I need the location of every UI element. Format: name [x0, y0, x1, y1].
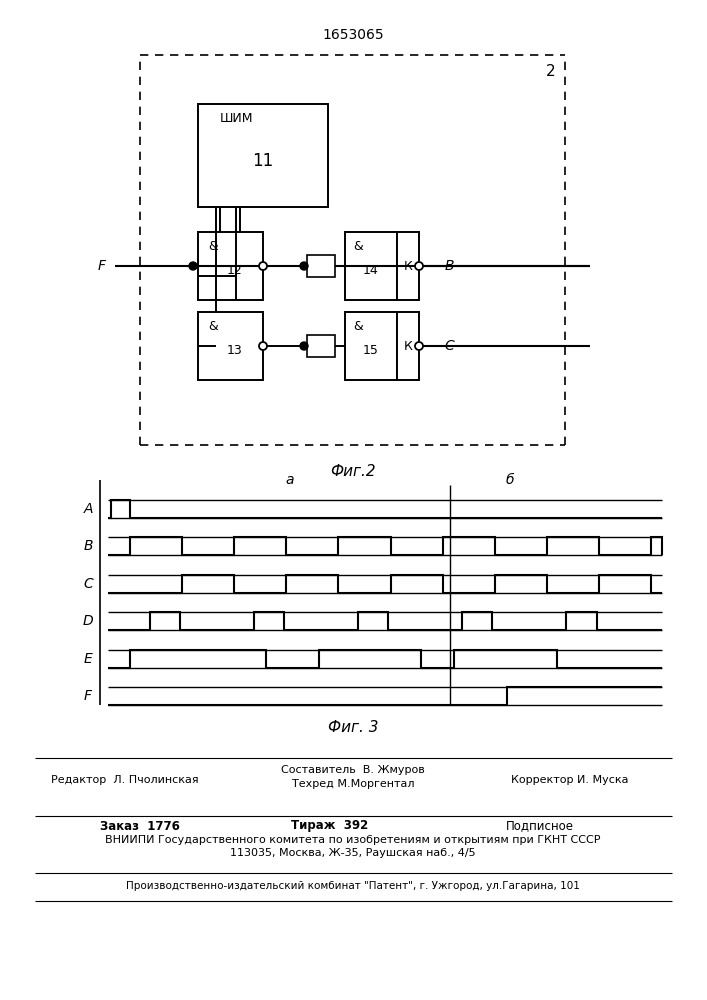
Circle shape	[259, 342, 267, 350]
Text: 113035, Москва, Ж-35, Раушская наб., 4/5: 113035, Москва, Ж-35, Раушская наб., 4/5	[230, 848, 476, 858]
Text: а: а	[286, 473, 294, 487]
Bar	[345, 312, 397, 380]
Circle shape	[189, 262, 197, 270]
Text: Тираж  392: Тираж 392	[291, 820, 368, 832]
Bar	[397, 312, 419, 380]
Text: Производственно-издательский комбинат "Патент", г. Ужгород, ул.Гагарина, 101: Производственно-издательский комбинат "П…	[126, 881, 580, 891]
Text: Техред М.Моргентал: Техред М.Моргентал	[292, 779, 414, 789]
Text: Редактор  Л. Пчолинская: Редактор Л. Пчолинская	[51, 775, 199, 785]
Text: F: F	[84, 689, 92, 703]
Text: &: &	[353, 320, 363, 332]
Text: 15: 15	[363, 344, 379, 358]
Text: E: E	[83, 652, 93, 666]
Text: В: В	[444, 259, 454, 273]
Text: C: C	[83, 577, 93, 591]
Text: &: &	[208, 239, 218, 252]
Text: 1653065: 1653065	[322, 28, 384, 42]
Bar	[307, 255, 335, 277]
Circle shape	[259, 262, 267, 270]
Circle shape	[300, 262, 308, 270]
Text: 12: 12	[227, 264, 243, 277]
Text: &: &	[208, 320, 218, 332]
Text: &: &	[353, 239, 363, 252]
Text: Корректор И. Муска: Корректор И. Муска	[511, 775, 629, 785]
Circle shape	[415, 342, 423, 350]
Bar	[307, 335, 335, 357]
Text: К: К	[404, 340, 412, 353]
Text: С: С	[444, 339, 454, 353]
Text: Фиг.2: Фиг.2	[330, 464, 376, 480]
Text: A: A	[83, 502, 93, 516]
Bar	[397, 232, 419, 300]
Text: б: б	[506, 473, 514, 487]
Text: 11: 11	[252, 152, 274, 170]
Bar	[198, 104, 328, 207]
Circle shape	[300, 342, 308, 350]
Bar	[198, 312, 263, 380]
Text: 14: 14	[363, 264, 379, 277]
Text: 13: 13	[227, 344, 243, 358]
Circle shape	[415, 262, 423, 270]
Bar	[345, 232, 397, 300]
Text: ШИМ: ШИМ	[220, 111, 254, 124]
Text: ВНИИПИ Государственного комитета по изобретениям и открытиям при ГКНТ СССР: ВНИИПИ Государственного комитета по изоб…	[105, 835, 601, 845]
Text: Заказ  1776: Заказ 1776	[100, 820, 180, 832]
Text: 2: 2	[547, 64, 556, 79]
Text: F: F	[98, 259, 106, 273]
Text: D: D	[83, 614, 93, 628]
Text: Подписное: Подписное	[506, 820, 574, 832]
Text: Фиг. 3: Фиг. 3	[328, 720, 378, 736]
Text: B: B	[83, 539, 93, 553]
Text: К: К	[404, 259, 412, 272]
Bar	[198, 232, 263, 300]
Text: Составитель  В. Жмуров: Составитель В. Жмуров	[281, 765, 425, 775]
